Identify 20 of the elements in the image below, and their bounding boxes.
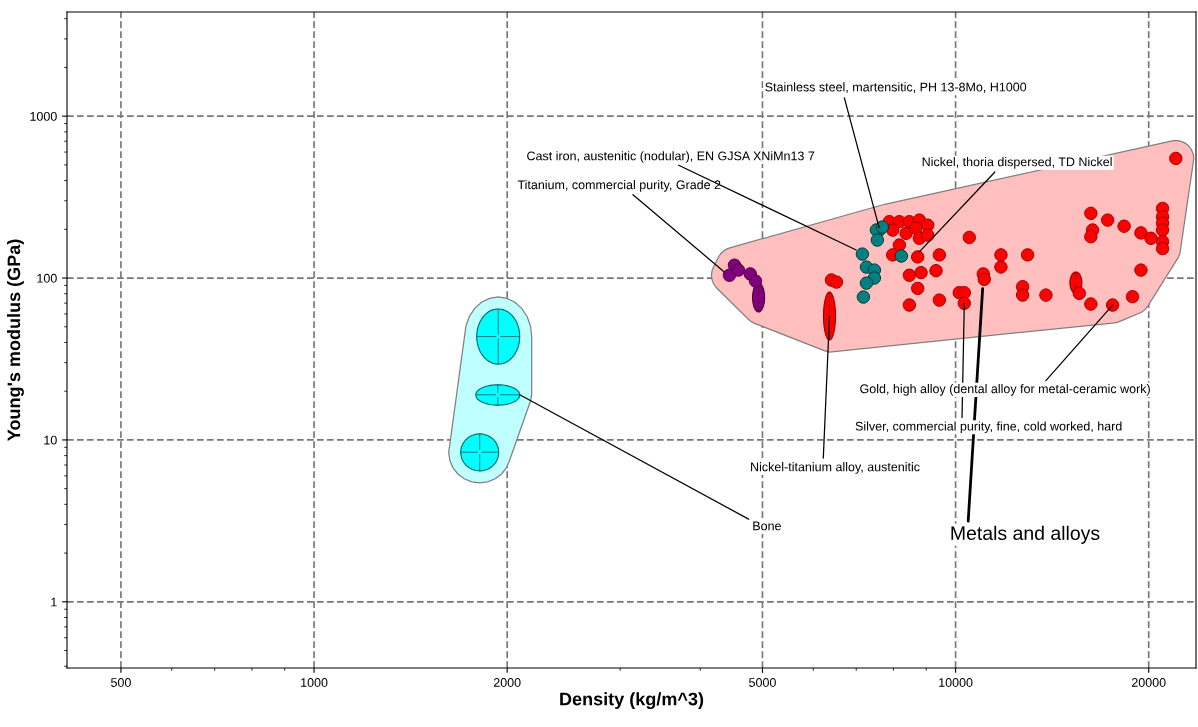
x-tick-label: 20000 [1131,678,1166,687]
y-tick-label: 1 [51,597,57,607]
x-tick-label: 5000 [749,678,776,687]
annotation: Nickel, thoria dispersed, TD Nickel [922,157,1112,169]
annotation: Cast iron, austenitic (nodular), EN GJSA XNiMn13 7 [527,151,815,163]
y-tick-label: 1000 [30,111,57,121]
x-axis-title: Density (kg/m^3) [560,692,704,710]
annotation: Stainless steel, martensitic, PH 13-8Mo, H1000 [765,82,1027,93]
x-tick-label: 1000 [301,678,328,687]
x-tick-label: 10000 [939,678,973,687]
x-tick-label: 500 [111,678,131,687]
annotation: Silver, commercial purity, fine, cold worked, hard [855,421,1122,434]
y-axis-title: Young's modulus (GPa) [7,239,24,441]
annotation: Gold, high alloy (dental alloy for metal-ceramic work) [860,384,1150,396]
annotation: Bone [753,521,781,531]
x-tick-label: 2000 [493,678,521,687]
annotation: Nickel-titanium alloy, austenitic [751,462,920,474]
y-tick-label: 100 [37,273,57,283]
annotation: Metals and alloys [951,525,1100,544]
y-tick-label: 10 [44,435,57,445]
